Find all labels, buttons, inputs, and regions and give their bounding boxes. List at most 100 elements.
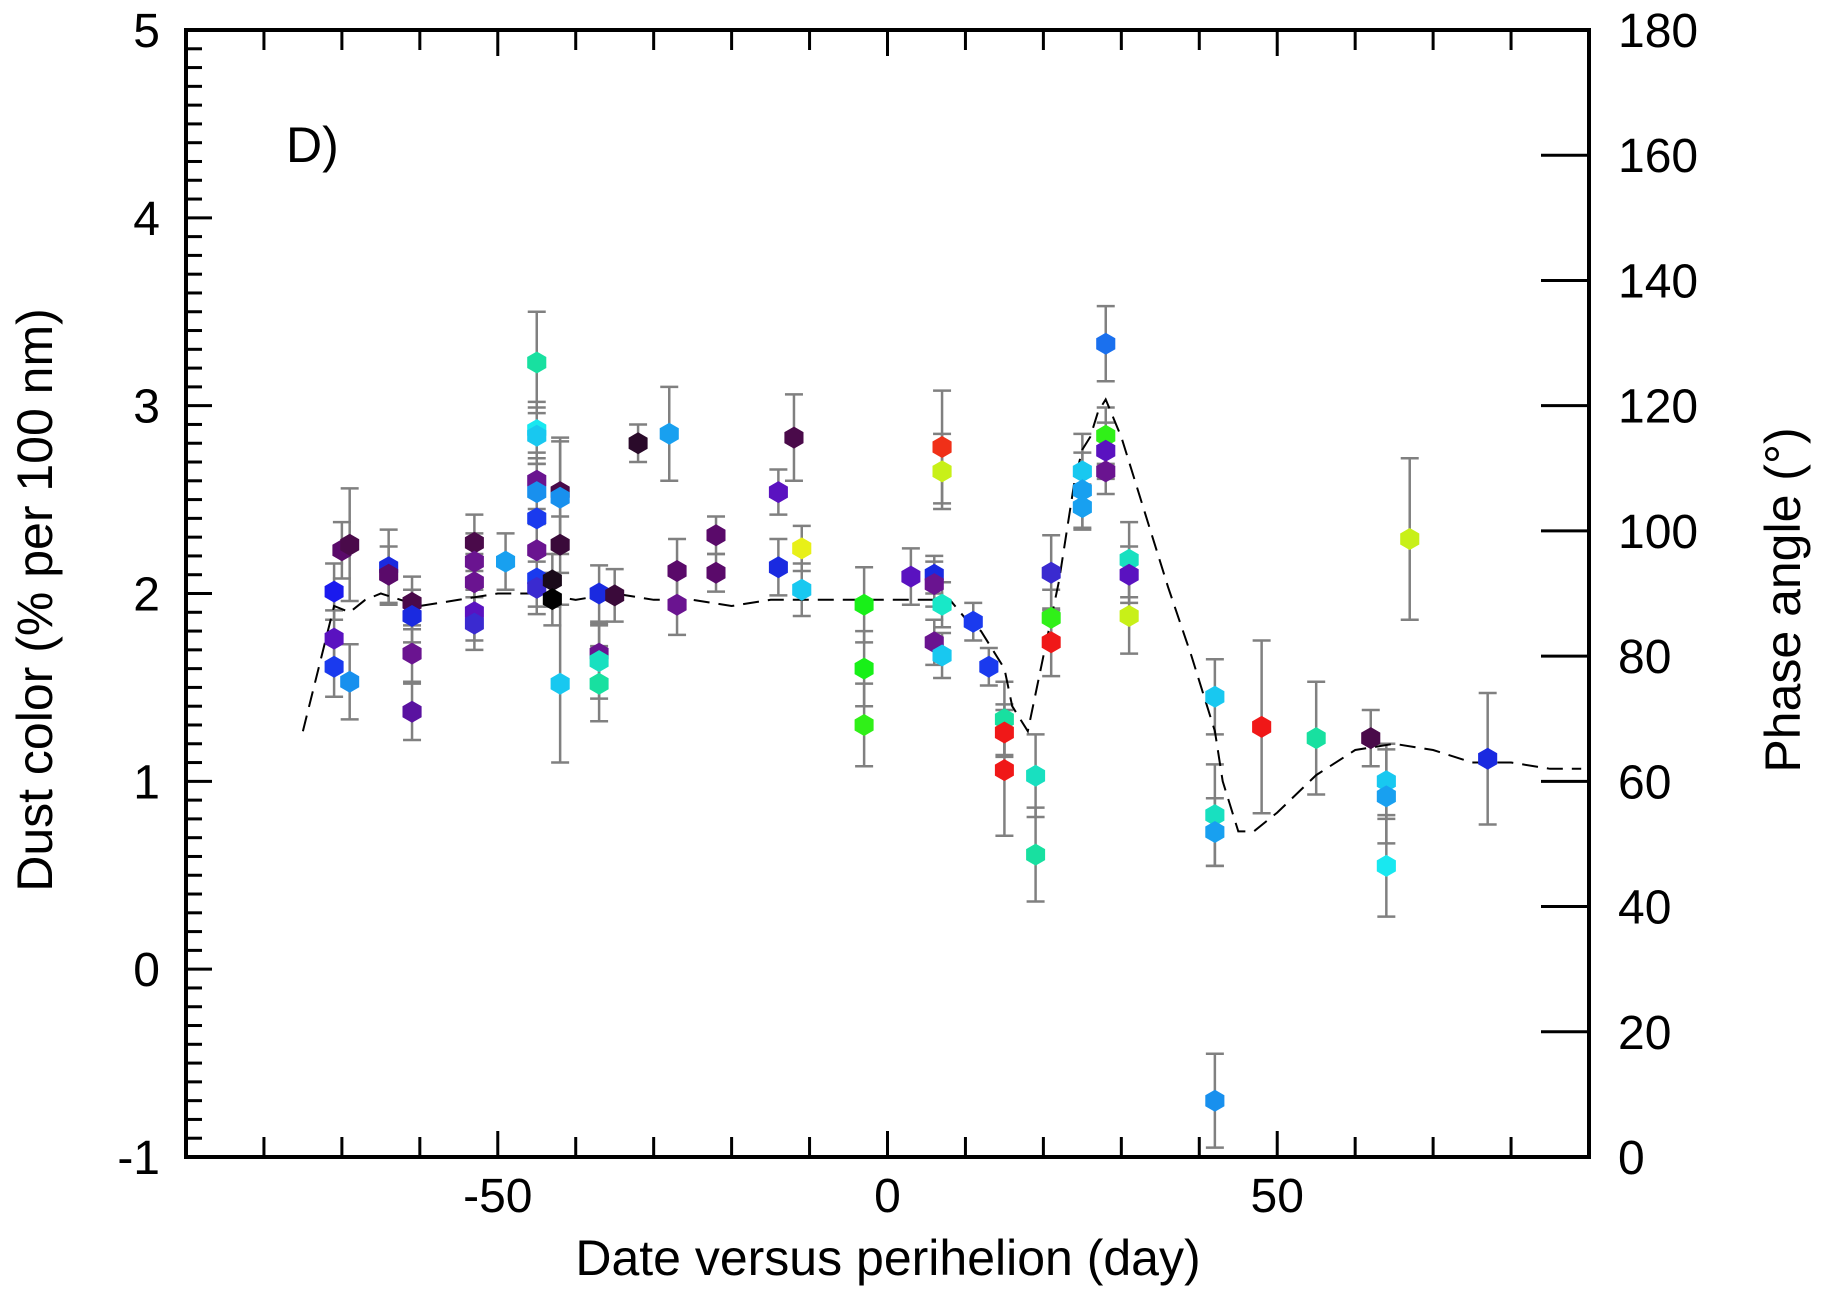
data-point [496,550,516,573]
data-point [1041,561,1061,584]
data-point [706,524,726,547]
y-tick-label: 4 [133,193,160,246]
data-point [932,593,952,616]
data-point [1119,563,1139,586]
data-point [527,576,547,599]
data-point [1096,439,1116,462]
data-point [979,655,999,678]
y2-tick-label: 40 [1618,882,1671,935]
data-point [550,486,570,509]
data-point [527,424,547,447]
data-point [1096,460,1116,483]
data-point [1096,424,1116,447]
x-tick-label: 0 [874,1170,901,1223]
y-axis-label: Dust color (% per 100 nm) [7,308,63,892]
x-tick-label: -50 [463,1170,532,1223]
data-point [464,612,484,635]
data-point [402,700,422,723]
panel-label: D) [286,117,339,173]
data-point [340,670,360,693]
data-point [527,539,547,562]
data-point [854,657,874,680]
data-point [542,569,562,592]
data-point [628,432,648,455]
error-bars [325,304,1497,1149]
y-tick-label: 1 [133,756,160,809]
data-point [854,714,874,736]
data-point [1478,747,1498,770]
data-point [589,650,609,673]
data-point [527,351,547,374]
data-point [324,580,344,603]
dust-color-series [324,332,1498,1112]
data-point [550,672,570,695]
data-point [932,460,952,483]
data-point [1205,804,1225,827]
data-point [994,721,1014,744]
data-point [605,584,625,607]
data-point [1306,727,1326,750]
data-point [1072,479,1092,502]
data-point [542,588,562,611]
data-point [1026,764,1046,787]
data-point [1376,785,1396,808]
data-point [527,507,547,530]
data-point [792,578,812,601]
y2-tick-label: 180 [1618,5,1698,58]
axis-ticks [186,28,1589,1159]
data-point [932,644,952,667]
data-point [1041,631,1061,654]
x-tick-label: 50 [1251,1170,1304,1223]
data-point [1376,854,1396,877]
data-point [792,537,812,560]
data-point [1361,727,1381,750]
data-point [1119,548,1139,571]
y-tick-label: 0 [133,944,160,997]
data-point [464,550,484,573]
plot-frame [184,28,1591,1159]
data-point [932,436,952,458]
data-point [768,481,788,504]
y2-tick-label: 60 [1618,756,1671,809]
x-axis-label: Date versus perihelion (day) [575,1230,1200,1286]
plot-frame-rect [184,28,1591,1159]
data-point [464,571,484,594]
data-point [1400,528,1420,550]
data-point [963,610,983,633]
data-point [1072,496,1092,519]
y2-tick-label: 0 [1618,1132,1645,1185]
y2-tick-label: 100 [1618,506,1698,559]
data-point [1205,1089,1225,1112]
data-point [854,593,874,616]
data-point [667,593,687,616]
data-point [667,560,687,582]
y2-tick-label: 120 [1618,381,1698,434]
data-point [340,533,360,556]
data-point [924,573,944,596]
y2-tick-label: 160 [1618,130,1698,183]
data-point [1119,605,1139,627]
data-point [324,655,344,678]
data-point [659,422,679,445]
data-point [1041,606,1061,629]
data-point [589,582,609,605]
y2-tick-label: 140 [1618,255,1698,308]
data-point [1096,332,1116,355]
data-point [1072,460,1092,483]
data-point [402,642,422,665]
data-point [324,627,344,650]
data-point [1205,685,1225,708]
data-point [768,556,788,579]
data-point [1252,715,1272,738]
data-point [994,759,1014,782]
data-point [1026,843,1046,866]
y2-tick-label: 20 [1618,1007,1671,1060]
data-point [379,563,399,586]
data-point [706,561,726,584]
y-tick-label: -1 [117,1132,160,1185]
y-tick-label: 5 [133,5,160,58]
y-tick-label: 2 [133,569,160,622]
